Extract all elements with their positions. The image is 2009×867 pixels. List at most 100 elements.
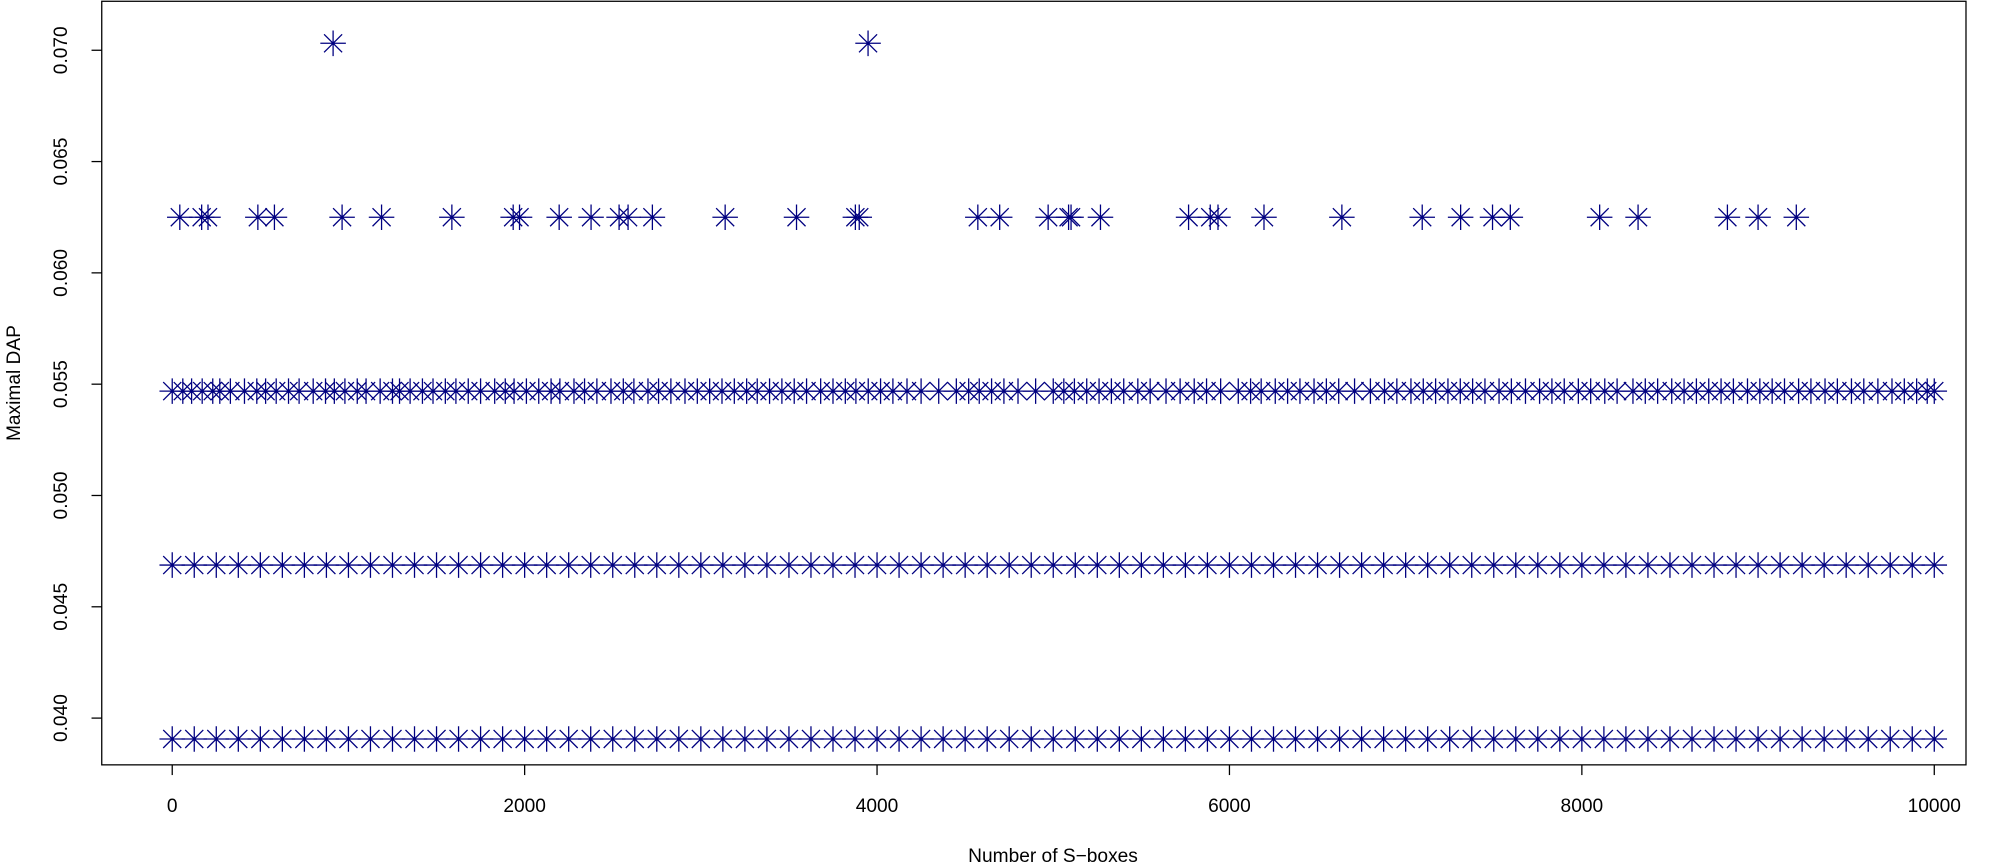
data-point	[615, 204, 641, 230]
data-point	[908, 552, 934, 578]
data-point	[712, 204, 738, 230]
data-point	[793, 378, 820, 404]
data-point	[511, 726, 538, 752]
data-point	[533, 552, 560, 578]
data-point	[1899, 552, 1926, 578]
data-point	[1512, 378, 1539, 404]
data-point	[1472, 378, 1498, 404]
data-point	[710, 552, 736, 578]
data-point	[1384, 378, 1410, 404]
data-point	[710, 726, 736, 752]
data-point	[225, 552, 252, 578]
data-point	[1018, 552, 1044, 578]
data-point	[1657, 552, 1683, 578]
data-point	[986, 204, 1013, 230]
data-point	[1341, 378, 1368, 404]
data-point	[1824, 378, 1851, 404]
y-axis-title: Maximal DAP	[4, 325, 25, 441]
data-point	[1591, 726, 1617, 752]
data-point	[584, 378, 610, 404]
data-point	[1877, 552, 1903, 578]
data-point	[599, 726, 626, 752]
data-point	[167, 204, 193, 230]
data-point	[547, 378, 573, 404]
data-point	[1282, 726, 1309, 752]
data-point	[555, 726, 582, 752]
data-point	[1798, 378, 1824, 404]
data-point	[1701, 726, 1727, 752]
data-point	[1865, 378, 1891, 404]
data-point	[1921, 726, 1948, 752]
data-point	[1635, 552, 1661, 578]
data-point	[1783, 204, 1810, 230]
data-point	[577, 552, 604, 578]
data-point	[1260, 552, 1287, 578]
data-point	[1062, 552, 1089, 578]
data-point	[1811, 726, 1837, 752]
data-point	[1106, 726, 1133, 752]
data-point	[798, 726, 824, 752]
data-point	[639, 204, 666, 230]
data-point	[423, 726, 450, 752]
data-point	[1207, 378, 1234, 404]
data-point	[401, 552, 428, 578]
data-point	[886, 552, 912, 578]
data-point	[1604, 378, 1630, 404]
data-point	[1436, 552, 1463, 578]
data-point	[1205, 204, 1231, 230]
data-point	[1789, 726, 1815, 752]
data-point	[1503, 726, 1529, 752]
data-point	[1720, 378, 1747, 404]
data-point	[357, 726, 384, 752]
data-point	[577, 726, 604, 752]
data-point	[952, 552, 978, 578]
data-point	[621, 378, 647, 404]
data-point	[1921, 552, 1948, 578]
data-point	[489, 726, 516, 752]
data-point	[1194, 726, 1221, 752]
data-point	[489, 552, 516, 578]
data-point	[996, 726, 1022, 752]
data-point	[1194, 552, 1221, 578]
data-point	[644, 726, 670, 752]
data-point	[965, 204, 991, 230]
data-point	[335, 552, 362, 578]
data-point	[1714, 204, 1741, 230]
data-point	[621, 726, 648, 752]
data-point	[1569, 726, 1595, 752]
data-point	[1613, 552, 1639, 578]
data-point	[467, 378, 494, 404]
y-tick-label: 0.070	[51, 26, 72, 74]
x-axis-title: Number of S−boxes	[968, 846, 1138, 867]
data-point	[886, 726, 912, 752]
data-point	[1084, 726, 1111, 752]
data-point	[908, 378, 934, 404]
data-point	[1679, 552, 1705, 578]
data-point	[621, 552, 648, 578]
data-point	[658, 378, 684, 404]
data-point	[335, 726, 362, 752]
data-point	[247, 726, 274, 752]
data-point	[864, 726, 890, 752]
data-point	[666, 726, 692, 752]
data-point	[1193, 378, 1220, 404]
data-point	[1325, 378, 1352, 404]
data-point	[1921, 378, 1948, 404]
data-point	[1586, 204, 1613, 230]
data-point	[467, 552, 494, 578]
data-point	[181, 552, 208, 578]
data-point	[1635, 726, 1661, 752]
data-point	[1480, 726, 1507, 752]
data-point	[353, 378, 379, 404]
y-tick-label: 0.060	[51, 249, 72, 297]
x-tick-label: 6000	[1208, 796, 1251, 817]
data-point	[1106, 552, 1133, 578]
data-point	[1503, 552, 1529, 578]
data-point	[1414, 726, 1441, 752]
data-point	[225, 726, 252, 752]
data-point	[467, 726, 494, 752]
y-tick-label: 0.040	[51, 694, 72, 742]
data-point	[880, 378, 906, 404]
data-point	[864, 552, 890, 578]
plot-frame	[101, 0, 1967, 766]
